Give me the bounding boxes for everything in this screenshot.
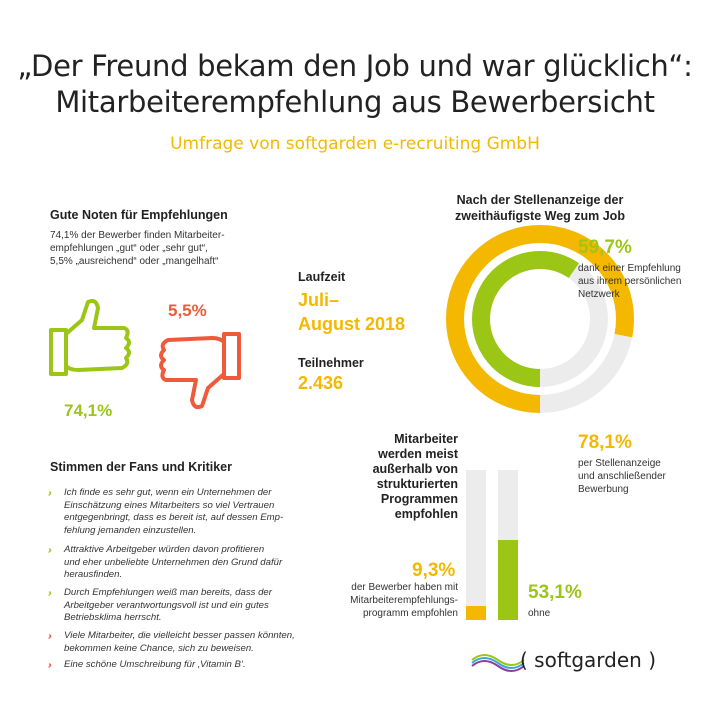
quote-item: ›› Attraktive Arbeitgeber würden davon p…	[48, 544, 283, 581]
bar-track-without-program	[498, 470, 518, 620]
bars-heading: Mitarbeiter werden meist außerhalb von s…	[372, 432, 458, 521]
page-title-line2: Mitarbeiterempfehlung aus Bewerbersicht	[55, 85, 655, 119]
outer-ring-arc	[446, 225, 634, 413]
bar-left-value: 9,3%	[412, 560, 456, 581]
grades-text: 74,1% der Bewerber finden Mitarbeiter- e…	[50, 230, 225, 267]
donut-inner-label: dank einer Empfehlung aus ihrem persönli…	[578, 263, 682, 300]
donut-chart	[446, 225, 634, 413]
inner-ring-arc	[472, 251, 608, 387]
positive-value: 74,1%	[64, 401, 113, 420]
runtime-label: Laufzeit	[298, 270, 346, 284]
quote-item: ›› Durch Empfehlungen weiß man bereits, …	[48, 587, 272, 624]
bar-right-label: ohne	[528, 608, 551, 619]
bar-track-with-program	[466, 470, 486, 620]
participants-label: Teilnehmer	[298, 356, 364, 370]
quote-item: ›› Viele Mitarbeiter, die vielleicht bes…	[48, 630, 295, 654]
double-chevron-icon: ››	[48, 631, 51, 642]
bar-right-value: 53,1%	[528, 582, 582, 603]
logo: ( softgarden )	[520, 648, 657, 672]
double-chevron-icon: ››	[48, 545, 51, 556]
double-chevron-icon: ››	[48, 488, 51, 499]
quotes-heading: Stimmen der Fans und Kritiker	[50, 460, 232, 474]
donut-outer-label: per Stellenanzeige und anschließender Be…	[578, 458, 666, 495]
thumbs-up-icon	[49, 298, 131, 376]
double-chevron-icon: ››	[48, 660, 51, 671]
quote-item: ›› Eine schöne Umschreibung für ‚Vitamin…	[48, 659, 246, 671]
bar-left-label: der Bewerber haben mit Mitarbeiterempfeh…	[350, 582, 458, 619]
donut-inner-value: 59,7%	[578, 237, 632, 258]
negative-value: 5,5%	[168, 301, 207, 320]
bar-without-program	[498, 540, 518, 620]
bar-with-program	[466, 606, 486, 620]
participants-value: 2.436	[298, 373, 344, 393]
logo-swirl-icon	[471, 654, 525, 672]
page-title-line1: „Der Freund bekam den Job und war glückl…	[17, 49, 693, 83]
donut-heading: Nach der Stellenanzeige der zweithäufigs…	[455, 193, 625, 223]
double-chevron-icon: ››	[48, 588, 51, 599]
thumbs-down-icon	[159, 332, 241, 410]
grades-heading: Gute Noten für Empfehlungen	[50, 208, 228, 222]
quote-item: ›› Ich finde es sehr gut, wenn ein Unter…	[48, 487, 284, 536]
page-subtitle: Umfrage von softgarden e-recruiting GmbH	[170, 134, 540, 154]
runtime-value: Juli– August 2018	[298, 290, 406, 334]
donut-outer-value: 78,1%	[578, 432, 632, 453]
